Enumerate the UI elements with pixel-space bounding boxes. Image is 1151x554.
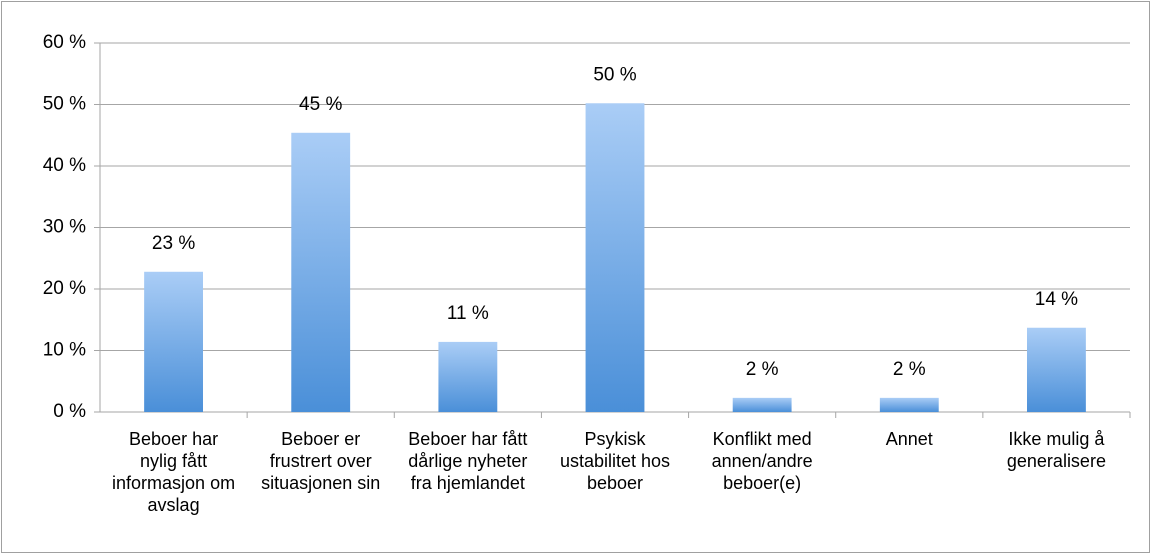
y-tick-label: 40 % — [43, 155, 86, 176]
x-tick-label: Beboer har nylig fått informasjon om avs… — [112, 429, 236, 515]
value-label: 11 % — [447, 303, 489, 324]
y-tick-label: 0 % — [53, 401, 86, 422]
y-tick-label: 20 % — [43, 278, 86, 299]
bar — [732, 397, 792, 412]
y-tick-label: 60 % — [43, 32, 86, 53]
x-tick-label: Annet — [885, 429, 933, 449]
bar — [879, 397, 939, 412]
y-tick-label: 30 % — [43, 217, 86, 238]
value-label: 50 % — [593, 64, 636, 85]
x-tick-label: Ikke mulig å generalisere — [1006, 429, 1106, 471]
bar — [291, 132, 351, 413]
bar — [144, 271, 203, 412]
x-tick-label: Konflikt med annen/andre beboer(e) — [711, 429, 813, 493]
x-tick-label: Psykisk ustabilitet hos beboer — [559, 429, 671, 493]
x-tick-label: Beboer er frustrert over situasjonen sin — [261, 429, 381, 493]
value-label: 23 % — [152, 233, 195, 254]
value-label: 14 % — [1035, 289, 1078, 310]
value-label: 2 % — [893, 359, 926, 380]
bar — [585, 103, 645, 413]
bar — [1027, 327, 1086, 412]
value-label: 45 % — [299, 94, 342, 115]
value-label: 2 % — [746, 359, 779, 380]
x-tick-label: Beboer har fått dårlige nyheter fra hjem… — [408, 429, 528, 493]
y-tick-label: 50 % — [43, 94, 86, 115]
bar — [438, 341, 498, 412]
y-tick-label: 10 % — [43, 340, 86, 361]
